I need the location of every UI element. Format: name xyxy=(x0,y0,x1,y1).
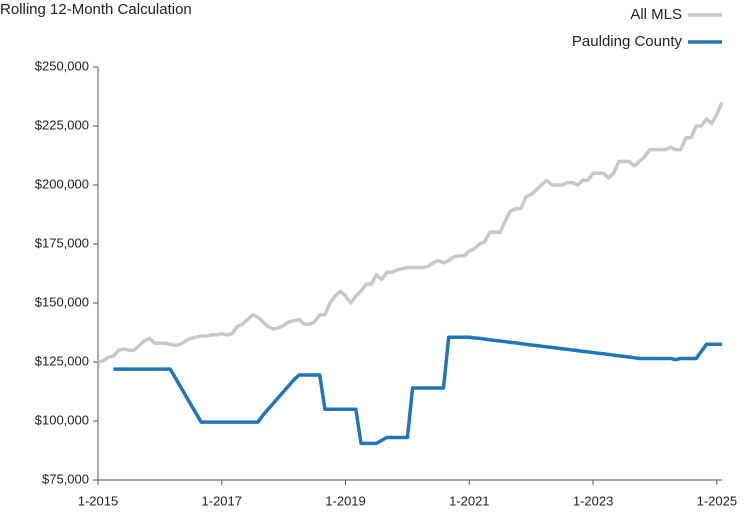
legend-label: Paulding County xyxy=(572,33,683,50)
x-tick-label: 1-2023 xyxy=(573,493,613,508)
x-tick-label: 1-2017 xyxy=(202,493,242,508)
legend-label: All MLS xyxy=(630,6,682,23)
x-tick-label: 1-2019 xyxy=(325,493,365,508)
x-tick-label: 1-2015 xyxy=(78,493,118,508)
y-tick-label: $75,000 xyxy=(42,471,89,486)
x-tick-label: 1-2021 xyxy=(449,493,489,508)
y-tick-label: $225,000 xyxy=(35,117,89,132)
y-tick-label: $250,000 xyxy=(35,58,89,73)
y-tick-label: $100,000 xyxy=(35,412,89,427)
y-tick-label: $150,000 xyxy=(35,294,89,309)
x-tick-label: 1-2025 xyxy=(697,493,737,508)
y-tick-label: $175,000 xyxy=(35,235,89,250)
series-line xyxy=(97,101,724,364)
chart-title: Rolling 12-Month Calculation xyxy=(0,1,192,18)
series-line xyxy=(113,335,722,446)
y-tick-label: $200,000 xyxy=(35,176,89,191)
y-tick-label: $125,000 xyxy=(35,353,89,368)
